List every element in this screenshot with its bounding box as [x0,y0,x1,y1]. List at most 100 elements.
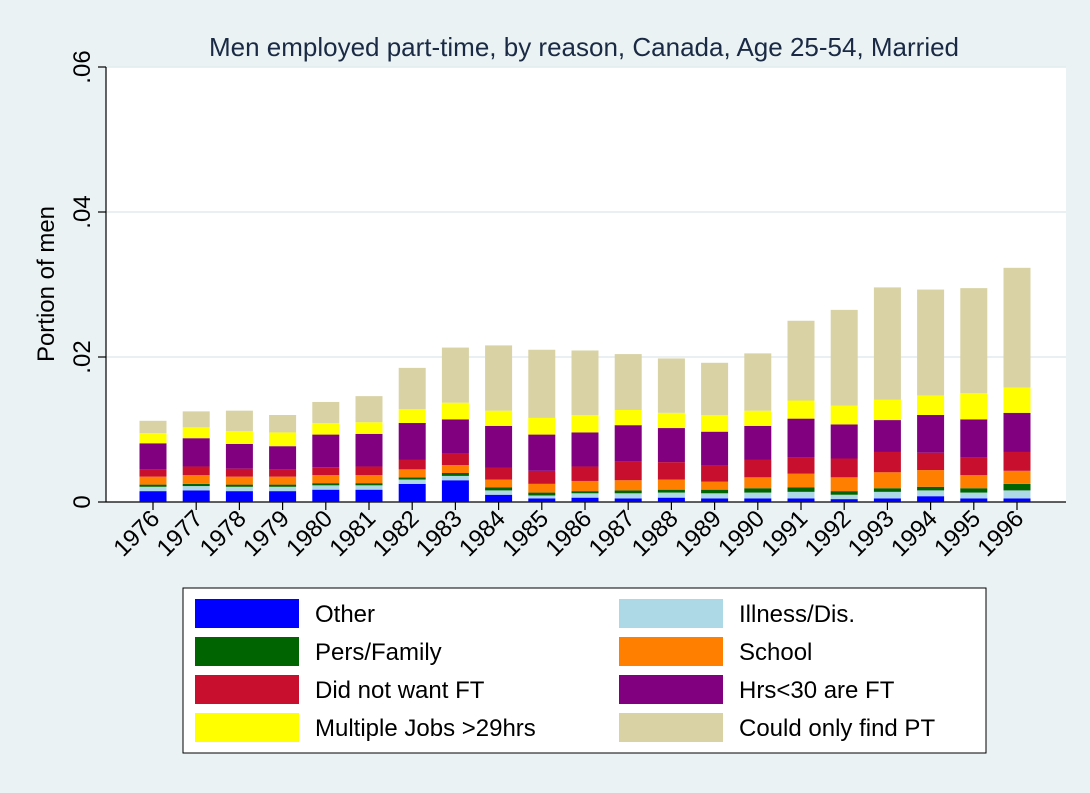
bar-segment [614,480,642,491]
bar-segment [701,481,729,490]
y-tick-label: .06 [69,50,96,83]
bar-segment [441,402,469,420]
bar-segment [485,479,513,488]
legend-label: Pers/Family [315,639,442,666]
bar-segment [571,350,599,415]
bar-segment [441,480,469,502]
legend-swatch [619,713,723,742]
bar-segment [873,491,901,499]
bar-segment [657,497,685,502]
legend-swatch [619,637,723,666]
bar-segment [917,289,945,396]
y-axis-label: Portion of men [33,206,60,362]
bar-segment [744,425,772,460]
bar-segment [614,461,642,481]
bar-segment [355,489,383,502]
bar-segment [1003,451,1031,471]
bar-segment [571,432,599,467]
bar-segment [182,466,210,476]
bar-segment [225,410,253,431]
bar-segment [571,415,599,433]
bar-segment [787,400,815,419]
bar-segment [571,466,599,481]
bar-segment [744,459,772,478]
bar-segment [1003,490,1031,499]
bar-segment [139,484,167,487]
bar-segment [787,487,815,492]
bar-segment [269,486,297,492]
bar-segment [830,491,858,495]
bar-segment [182,490,210,502]
bar-segment [744,498,772,502]
bar-segment [614,409,642,426]
bar-segment [830,309,858,406]
bar-segment [312,401,340,423]
bar-segment [657,479,685,490]
bar-segment [182,483,210,487]
bar-segment [269,432,297,447]
bar-segment [917,452,945,471]
bar-segment [1003,412,1031,452]
bar-segment [614,498,642,502]
bar-segment [830,477,858,492]
legend-label: Could only find PT [739,715,935,742]
legend-label: Illness/Dis. [739,601,855,628]
bar-segment [701,431,729,466]
bar-segment [269,446,297,470]
bar-segment [355,466,383,476]
bar-segment [744,488,772,493]
bar-segment [571,493,599,498]
bar-segment [1003,387,1031,413]
bar-segment [355,422,383,434]
bar-segment [873,488,901,492]
bar-segment [485,490,513,495]
bar-segment [312,467,340,476]
legend-swatch [195,599,299,628]
bar-segment [744,477,772,489]
bar-segment [657,492,685,498]
bar-segment [528,483,556,493]
bar-segment [917,395,945,415]
bar-segment [398,477,426,480]
bar-segment [485,487,513,491]
bar-segment [269,469,297,477]
bar-segment [485,345,513,411]
legend-swatch [619,599,723,628]
bar-segment [528,349,556,418]
bar-segment [1003,498,1031,502]
bar-segment [873,420,901,452]
bar-segment [744,410,772,426]
bar-segment [355,483,383,486]
bar-segment [441,473,469,476]
bar-segment [441,475,469,481]
bar-segment [960,498,988,502]
bar-segment [225,430,253,444]
bar-segment [701,415,729,432]
legend-label: Other [315,601,375,628]
legend-label: Multiple Jobs >29hrs [315,715,536,742]
bar-segment [873,399,901,421]
legend-swatch [619,675,723,704]
bar-segment [139,420,167,434]
bar-segment [312,434,340,468]
bar-segment [571,480,599,492]
bar-segment [225,491,253,502]
bar-segment [182,427,210,439]
bar-segment [571,491,599,494]
bars [139,267,1031,502]
bar-segment [701,493,729,499]
bar-segment [398,459,426,470]
bar-segment [269,415,297,433]
bar-segment [139,476,167,485]
bar-segment [1003,267,1031,388]
bar-segment [139,486,167,492]
bar-segment [960,457,988,476]
legend: Other Illness/Dis. Pers/Family School Did no… [182,587,987,754]
bar-segment [312,422,340,435]
bar-segment [441,347,469,403]
bar-segment [312,483,340,486]
bar-segment [657,462,685,480]
bar-segment [787,418,815,458]
bar-segment [355,475,383,484]
bar-segment [657,412,685,429]
